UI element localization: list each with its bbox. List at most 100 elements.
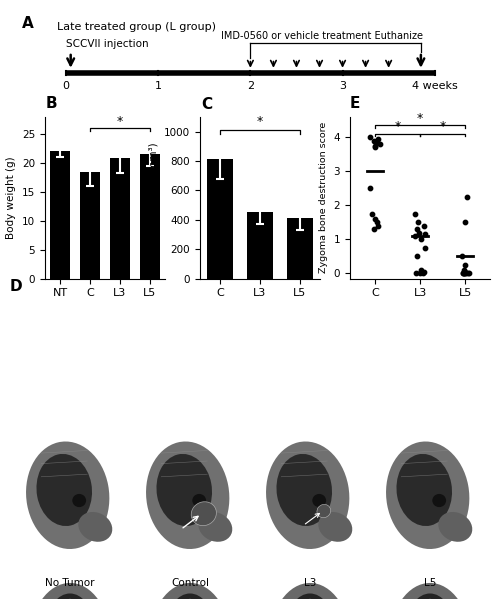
Ellipse shape (167, 594, 213, 599)
Ellipse shape (26, 441, 110, 549)
Text: Control: Control (171, 578, 209, 588)
Ellipse shape (407, 594, 453, 599)
Ellipse shape (78, 512, 112, 541)
Ellipse shape (396, 454, 452, 526)
Point (374, 138, 382, 147)
Point (458, 252, 466, 261)
Ellipse shape (156, 454, 212, 526)
Y-axis label: Zygoma bone destruction score: Zygoma bone destruction score (319, 122, 328, 273)
Ellipse shape (30, 583, 110, 599)
Point (458, 268, 466, 278)
Text: C: C (201, 98, 212, 113)
Point (411, 231, 419, 241)
Point (461, 217, 469, 227)
Ellipse shape (318, 512, 352, 541)
Bar (140, 155, 160, 279)
Point (413, 252, 421, 261)
Point (460, 265, 468, 275)
Point (460, 268, 468, 278)
Point (464, 268, 472, 278)
Text: 2: 2 (247, 81, 254, 91)
Point (420, 229, 428, 239)
Bar (287, 218, 313, 279)
Text: *: * (257, 115, 263, 128)
Point (374, 221, 382, 231)
Ellipse shape (317, 504, 330, 518)
Point (462, 268, 470, 278)
Point (371, 214, 379, 224)
Ellipse shape (146, 441, 230, 549)
Text: 1: 1 (154, 81, 162, 91)
Bar (80, 172, 100, 279)
Point (372, 141, 380, 150)
Point (416, 268, 424, 278)
Text: 0: 0 (62, 81, 70, 91)
Point (421, 243, 429, 253)
Text: L5: L5 (424, 578, 436, 588)
Point (463, 192, 471, 202)
Text: *: * (417, 111, 423, 125)
Ellipse shape (198, 512, 232, 541)
Point (413, 225, 421, 234)
Bar (110, 158, 130, 279)
Text: *: * (440, 120, 446, 133)
Bar (207, 159, 233, 279)
Bar (247, 213, 273, 279)
Ellipse shape (287, 594, 333, 599)
Point (370, 225, 378, 234)
Text: L3: L3 (304, 578, 316, 588)
Ellipse shape (276, 454, 332, 526)
Text: No Tumor: No Tumor (45, 578, 94, 588)
Point (412, 209, 420, 219)
Ellipse shape (36, 454, 92, 526)
Text: 4 weeks: 4 weeks (412, 81, 458, 91)
Point (416, 228, 424, 237)
Ellipse shape (192, 494, 206, 507)
Point (418, 268, 426, 278)
Text: Late treated group (L group): Late treated group (L group) (57, 22, 216, 32)
Point (366, 183, 374, 193)
Ellipse shape (386, 441, 469, 549)
Ellipse shape (432, 494, 446, 507)
Point (459, 268, 467, 278)
Text: *: * (394, 120, 400, 133)
Ellipse shape (266, 441, 349, 549)
Ellipse shape (191, 502, 216, 526)
Ellipse shape (270, 583, 350, 599)
Bar (50, 152, 70, 279)
Ellipse shape (390, 583, 470, 599)
Point (465, 268, 473, 278)
Point (461, 260, 469, 270)
Y-axis label: Body weight (g): Body weight (g) (6, 156, 16, 239)
Point (460, 268, 468, 278)
Point (420, 221, 428, 231)
Point (420, 267, 428, 277)
Point (374, 134, 382, 144)
Point (366, 132, 374, 142)
Y-axis label: Tumor volume (mm³): Tumor volume (mm³) (148, 143, 158, 253)
Point (460, 268, 468, 278)
Point (371, 143, 379, 152)
Ellipse shape (438, 512, 472, 541)
Text: D: D (10, 279, 22, 294)
Text: B: B (46, 96, 57, 111)
Text: E: E (350, 96, 360, 111)
Point (417, 235, 425, 244)
Text: A: A (22, 16, 34, 31)
Point (412, 268, 420, 278)
Text: *: * (117, 115, 123, 128)
Ellipse shape (47, 594, 93, 599)
Point (416, 265, 424, 275)
Text: IMD-0560 or vehicle treatment Euthanize: IMD-0560 or vehicle treatment Euthanize (221, 31, 423, 41)
Point (461, 267, 469, 277)
Text: 3: 3 (339, 81, 346, 91)
Point (368, 209, 376, 219)
Ellipse shape (72, 494, 86, 507)
Ellipse shape (312, 494, 326, 507)
Text: SCCVII injection: SCCVII injection (66, 39, 148, 49)
Point (376, 139, 384, 149)
Ellipse shape (150, 583, 230, 599)
Point (414, 217, 422, 227)
Point (370, 136, 378, 146)
Point (373, 217, 381, 227)
